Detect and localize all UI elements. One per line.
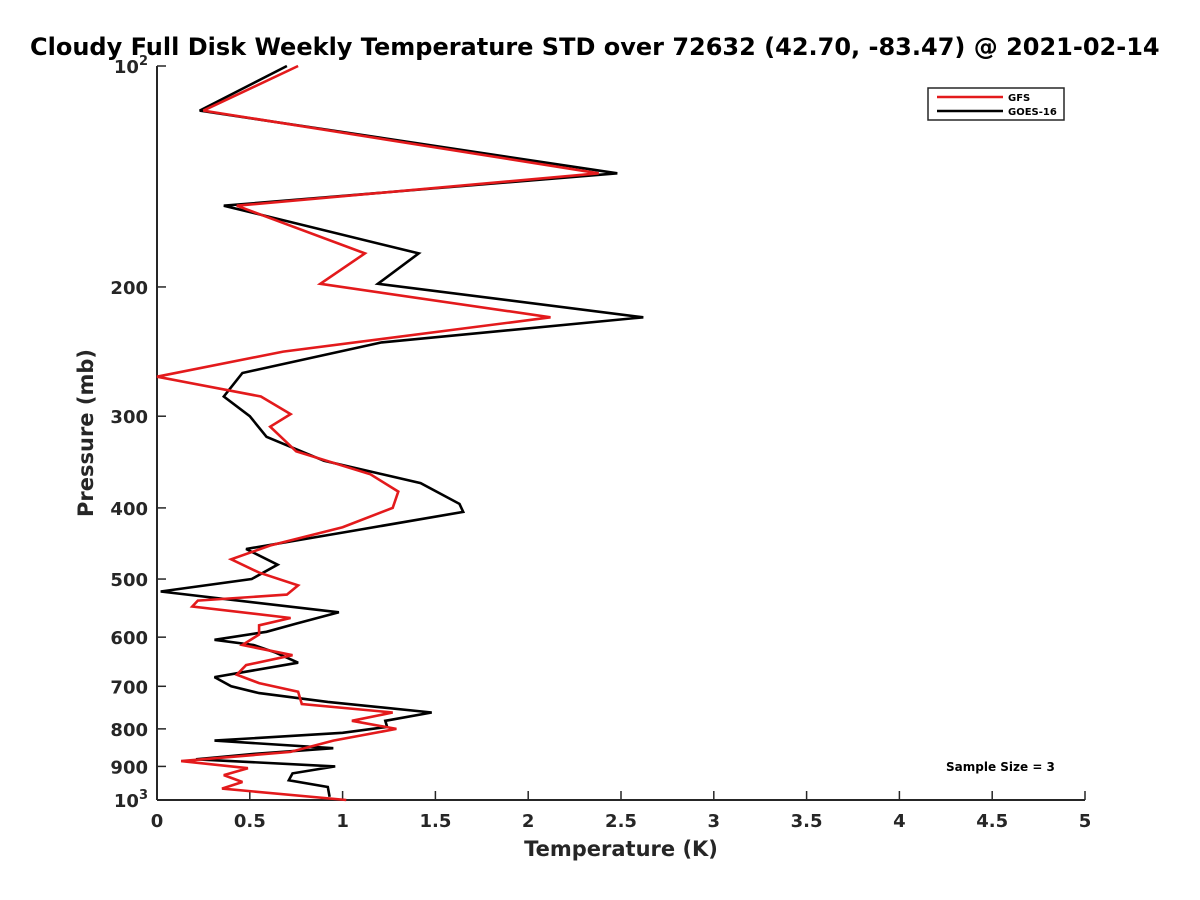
legend-box (927, 87, 1065, 121)
plot-area (156, 66, 1085, 801)
y-tick-label: 700 (110, 677, 148, 698)
x-tick-label: 0.5 (234, 811, 266, 832)
x-ticks: 0 0.5 1 1.5 2 2.5 3 3.5 4 4.5 5 (151, 791, 1092, 832)
x-tick-label: 3.5 (791, 811, 823, 832)
sample-size-annotation: Sample Size = 3 (946, 760, 1055, 774)
y-tick-label: 600 (110, 628, 148, 649)
x-tick-label: 1 (336, 811, 349, 832)
x-tick-label: 1.5 (419, 811, 451, 832)
y-axis-label: Pressure (mb) (74, 349, 98, 517)
y-tick-label: 800 (110, 720, 148, 741)
series-lines (156, 64, 644, 802)
x-tick-label: 5 (1079, 811, 1092, 832)
y-tick-label: 400 (110, 499, 148, 520)
x-tick-label: 4 (893, 811, 906, 832)
x-axis-label: Temperature (K) (524, 837, 718, 861)
x-tick-label: 2 (522, 811, 535, 832)
series-line-gfs (156, 64, 599, 802)
x-tick-label: 3 (708, 811, 721, 832)
y-tick-label: 200 (110, 278, 148, 299)
legend: GFS GOES-16 (927, 87, 1065, 121)
y-tick-label: 103 (114, 788, 148, 812)
y-tick-label: 500 (110, 570, 148, 591)
x-tick-label: 0 (151, 811, 164, 832)
chart-title: Cloudy Full Disk Weekly Temperature STD … (30, 33, 1160, 61)
y-tick-label: 102 (114, 54, 148, 78)
series-line-goes-16 (160, 64, 644, 798)
x-tick-label: 2.5 (605, 811, 637, 832)
x-tick-label: 4.5 (976, 811, 1008, 832)
y-tick-label: 900 (110, 757, 148, 778)
legend-label-goes16: GOES-16 (1008, 107, 1057, 118)
y-ticks: 102 200 300 400 500 600 700 800 900 103 (110, 54, 166, 812)
legend-label-gfs: GFS (1008, 93, 1030, 104)
y-tick-label: 300 (110, 407, 148, 428)
